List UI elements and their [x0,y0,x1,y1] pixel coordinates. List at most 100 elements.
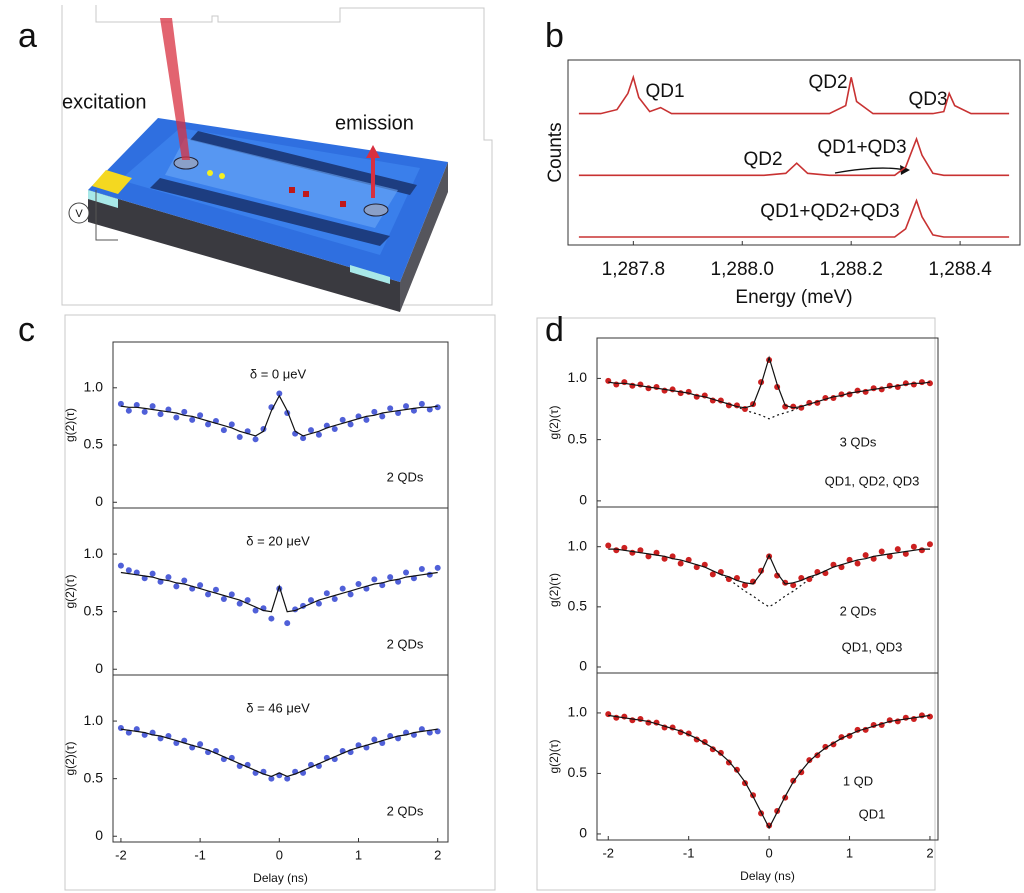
data-point [426,406,433,413]
data-point [902,550,909,557]
data-point [379,413,386,420]
annotation: QD1 [859,806,886,821]
data-point [125,407,132,414]
data-point [284,775,291,782]
data-point [220,595,227,602]
panel-letter: b [545,17,564,55]
data-point [307,427,314,434]
data-point [806,757,813,764]
data-point [750,578,757,585]
x-tick-label: -1 [683,845,695,860]
fit-line [608,548,930,585]
y-tick-label: 1.0 [84,712,104,728]
data-point [300,435,307,442]
annotation: QD1, QD2, QD3 [825,473,920,488]
data-point [355,581,362,588]
data-point [189,416,196,423]
data-point [894,546,901,553]
annotation: δ = 0 μeV [250,366,307,381]
y-tick-label: 0.5 [568,598,588,614]
data-point [236,600,243,607]
data-point [862,552,869,559]
data-point [173,414,180,421]
data-point [268,615,275,622]
data-point [149,570,156,577]
data-point [197,412,204,419]
y-tick-label: 0 [579,825,587,841]
data-point [717,749,724,756]
annotation: QD1, QD3 [842,639,903,654]
y-tick-label: 1.0 [568,537,588,553]
data-point [403,403,410,410]
data-point [228,421,235,428]
data-point [653,549,660,556]
data-point [371,408,378,415]
annotation: QD1+QD2+QD3 [760,201,899,222]
data-point [173,583,180,590]
data-point [323,590,330,597]
x-tick-label: 2 [926,845,933,860]
data-point [363,416,370,423]
data-point [347,591,354,598]
data-point [117,562,124,569]
x-tick-label: -2 [115,847,127,862]
annotation: 3 QDs [840,434,877,449]
x-tick-label: 1,288.0 [711,259,774,280]
data-point [613,547,620,554]
panel-letter: c [18,311,35,349]
data-point [125,567,132,574]
data-point [418,400,425,407]
annotation: 2 QDs [387,636,424,651]
data-point [339,416,346,423]
y-tick-label: 0.5 [84,602,104,618]
data-point [886,553,893,560]
x-axis-label: Energy (meV) [735,287,852,308]
x-tick-label: -2 [602,845,614,860]
y-tick-label: 1.0 [568,704,588,720]
label: emission [335,112,414,134]
data-point [197,582,204,589]
y-tick-label: 0 [95,827,103,843]
data-point [418,566,425,573]
data-point [403,569,410,576]
data-point [774,572,781,579]
data-point [910,381,917,388]
data-point [782,403,789,410]
annotation: QD2 [808,72,847,93]
y-axis-label: g(2)(τ) [63,741,77,775]
x-tick-label: -1 [194,847,206,862]
x-axis-label: Delay (ns) [253,871,308,885]
data-point [149,403,156,410]
data-point [205,421,212,428]
fit-line [120,571,438,613]
y-tick-label: 0.5 [84,769,104,785]
panel-frame [536,317,936,891]
data-point [854,560,861,567]
data-point [284,620,291,627]
data-point [331,426,338,433]
data-point [387,405,394,412]
y-tick-label: 0.5 [568,764,588,780]
data-point [434,564,441,571]
panel-letter: a [18,17,37,55]
y-tick-label: 0 [95,493,103,509]
y-tick-label: 0 [95,660,103,676]
data-point [822,743,829,750]
data-point [926,713,933,720]
data-point [613,714,620,721]
spectrum-line [578,74,1010,115]
data-point [212,586,219,593]
y-axis-label: g(2)(τ) [63,574,77,608]
annotation: 2 QDs [387,469,424,484]
x-tick-label: 1,288.4 [928,259,992,280]
x-tick-label: 1 [846,845,853,860]
annotation: QD3 [908,89,947,110]
x-tick-label: 1,288.2 [819,259,882,280]
data-point [621,544,628,551]
y-axis-label: g(2)(τ) [63,408,77,442]
data-point [926,541,933,548]
data-point [637,547,644,554]
data-point [157,411,164,418]
annotation: 2 QDs [840,603,877,618]
data-point [434,728,441,735]
